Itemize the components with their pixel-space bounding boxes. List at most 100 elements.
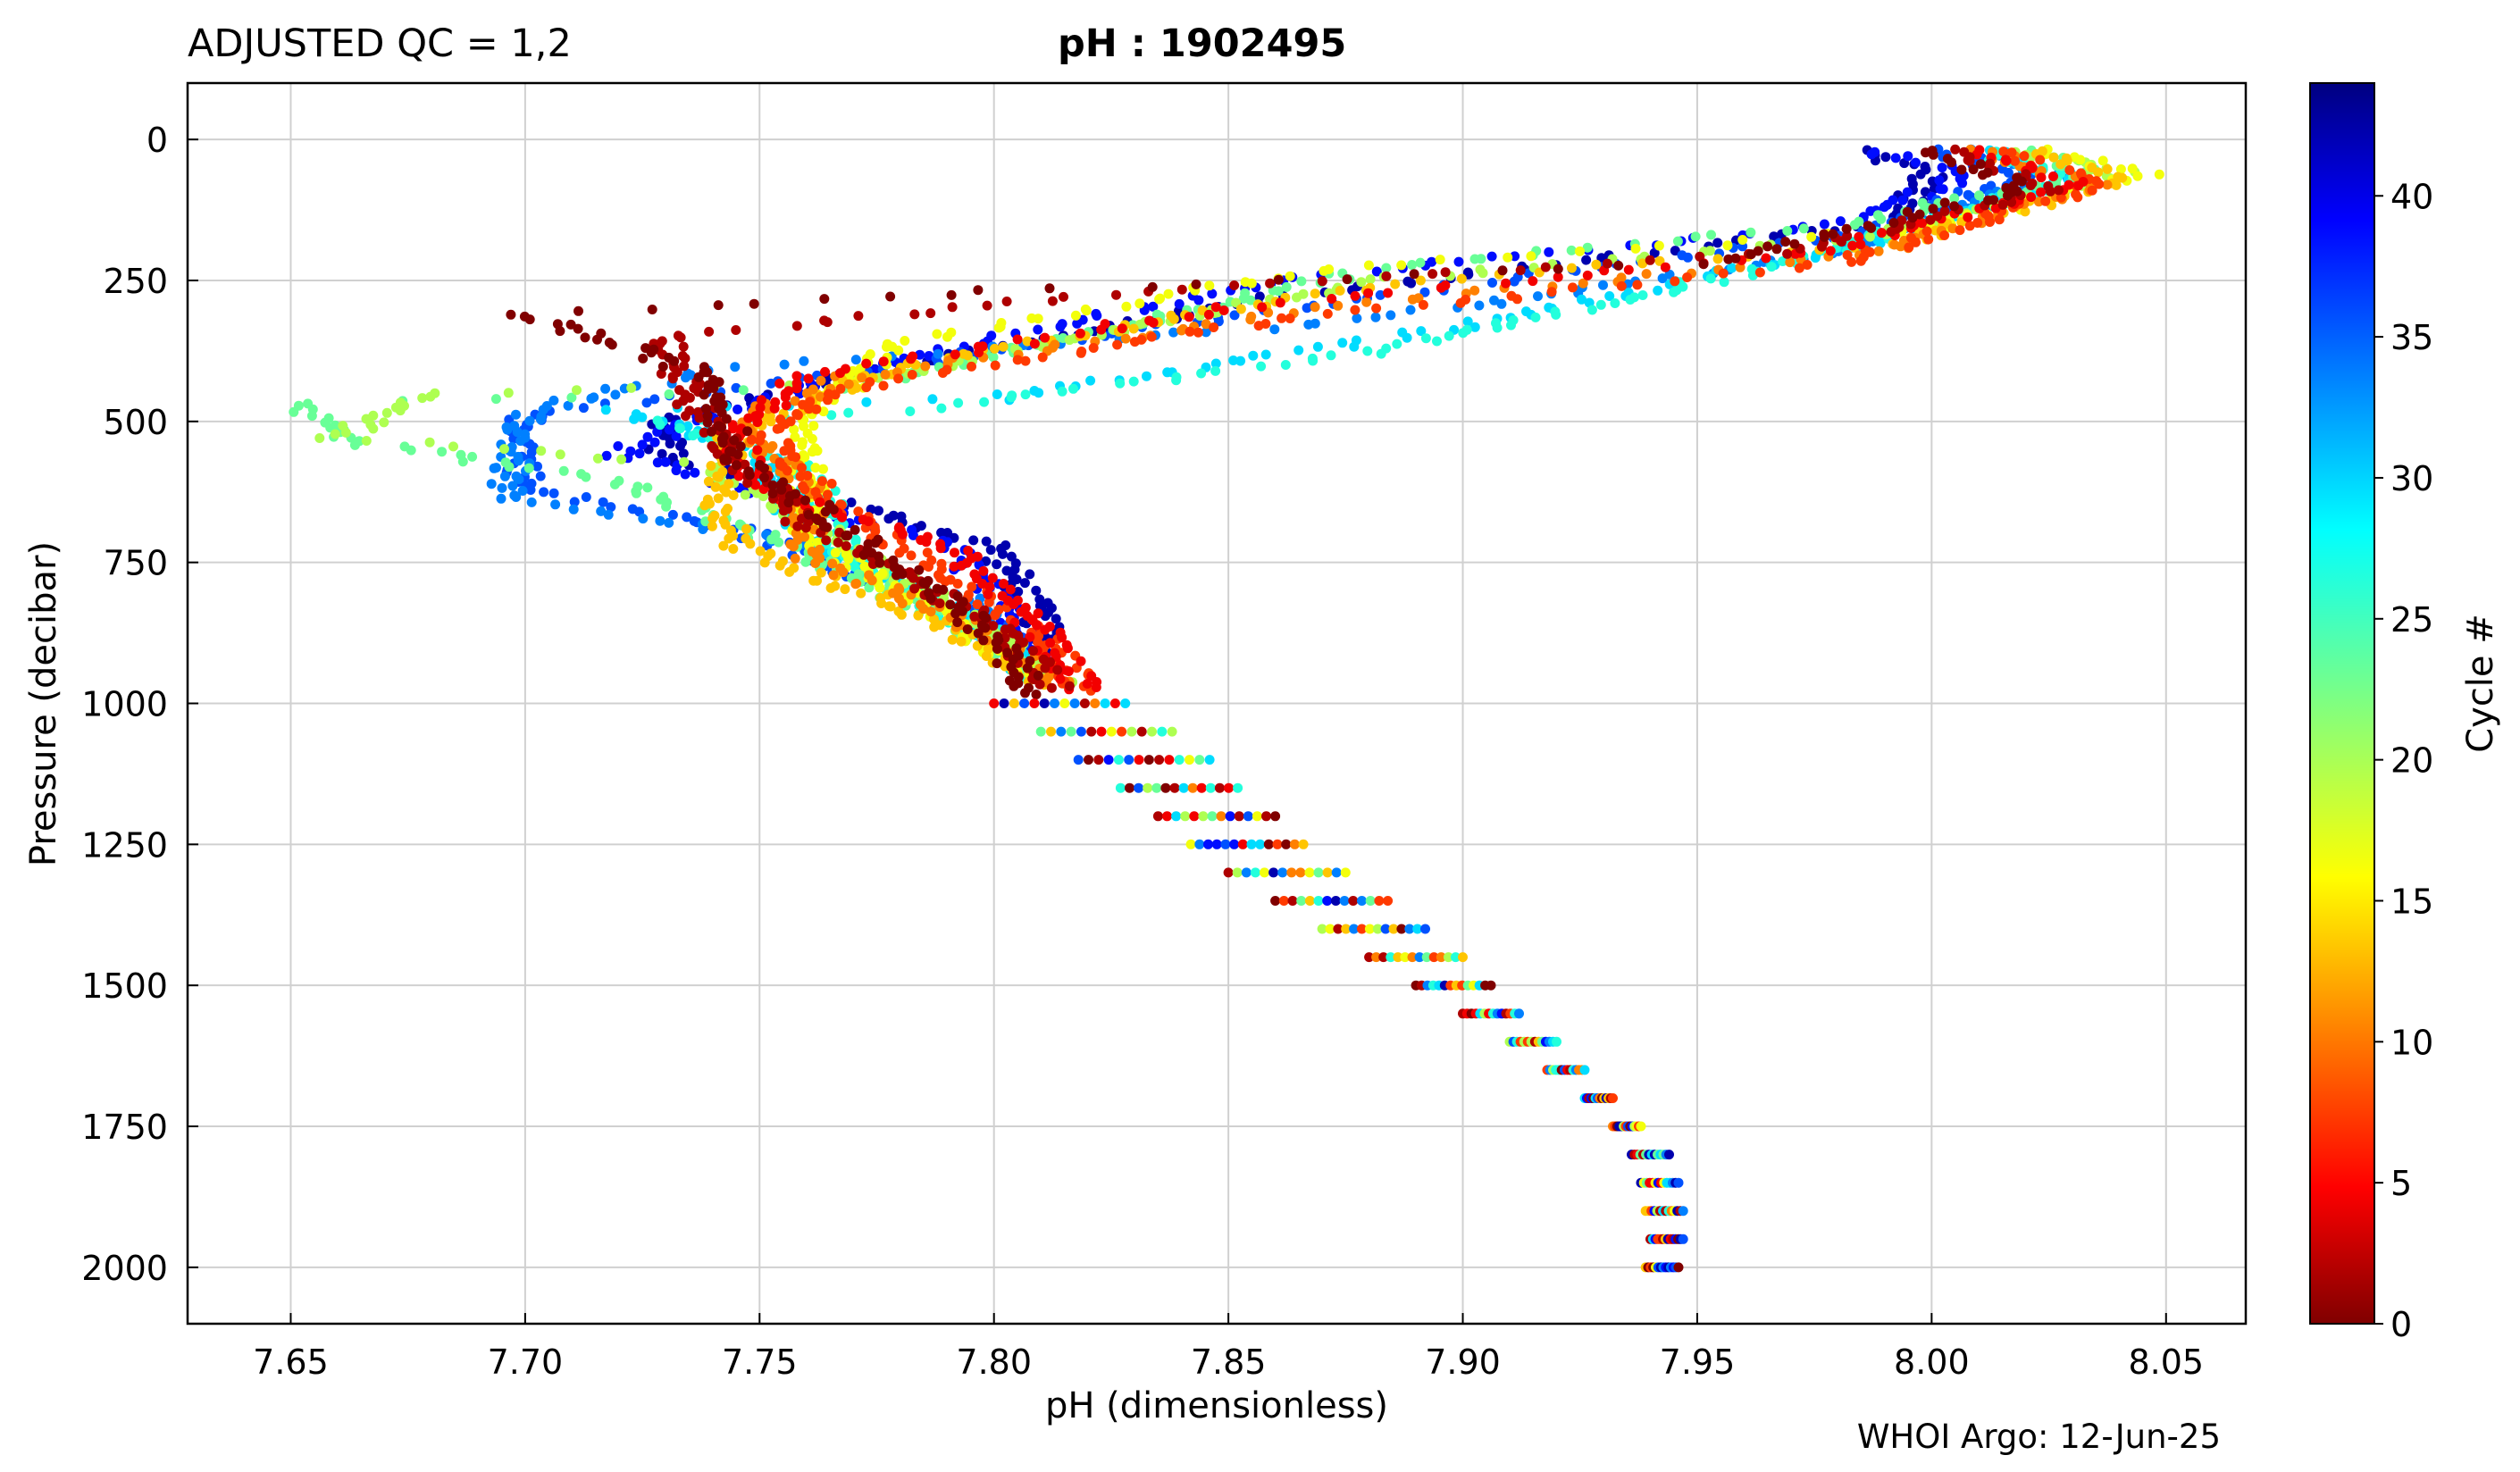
data-point — [1020, 389, 1031, 400]
data-point — [2055, 159, 2066, 170]
data-point — [1229, 839, 1240, 849]
data-point — [1866, 222, 1877, 233]
data-point — [752, 417, 763, 428]
data-point — [934, 598, 945, 608]
data-point — [1849, 220, 1860, 230]
data-point — [1730, 253, 1741, 263]
data-point — [973, 628, 984, 639]
data-point — [1296, 276, 1307, 287]
data-point — [1171, 375, 1182, 386]
data-point — [997, 548, 1008, 559]
data-point — [1364, 952, 1375, 963]
data-point — [1218, 305, 1229, 315]
data-point — [1335, 285, 1345, 296]
data-point — [1937, 163, 1947, 173]
data-point — [800, 495, 810, 506]
data-point — [1278, 896, 1289, 906]
data-point — [638, 514, 649, 524]
data-point — [1921, 226, 1932, 237]
data-point — [1469, 254, 1480, 264]
data-point — [499, 471, 510, 481]
data-point — [1673, 1262, 1684, 1273]
data-point — [1261, 811, 1271, 822]
data-point — [920, 579, 931, 590]
data-point — [850, 562, 860, 572]
data-point — [437, 447, 448, 457]
data-point — [974, 347, 984, 358]
data-point — [825, 582, 836, 593]
data-point — [1020, 688, 1030, 698]
data-point — [1949, 201, 1960, 212]
data-point — [1383, 896, 1394, 906]
data-point — [1019, 698, 1030, 708]
data-point — [797, 440, 808, 450]
data-point — [1223, 867, 1234, 878]
data-point — [1333, 924, 1344, 934]
data-point — [486, 479, 497, 489]
data-point — [1374, 896, 1385, 906]
data-point — [1045, 638, 1056, 648]
data-point — [1317, 276, 1327, 287]
data-point — [1406, 278, 1417, 289]
data-point — [909, 309, 920, 320]
data-point — [1654, 255, 1665, 266]
y-axis-label: Pressure (decibar) — [23, 541, 64, 866]
data-point — [548, 395, 559, 406]
data-point — [1070, 310, 1081, 321]
data-point — [1260, 349, 1271, 360]
data-point — [992, 559, 1002, 570]
data-point — [1670, 246, 1680, 256]
data-point — [803, 373, 814, 384]
data-point — [1938, 184, 1948, 195]
data-point — [779, 446, 790, 456]
x-tick-label: 7.90 — [1425, 1342, 1501, 1382]
data-point — [1771, 244, 1782, 255]
data-point — [1012, 334, 1023, 345]
data-point — [938, 584, 949, 595]
data-point — [925, 308, 936, 319]
data-point — [1386, 310, 1396, 321]
data-point — [679, 456, 690, 467]
y-tick-label: 500 — [103, 403, 168, 442]
data-point — [1312, 341, 1323, 352]
data-point — [535, 471, 546, 481]
data-point — [2003, 167, 2013, 178]
data-point — [2117, 172, 2128, 183]
data-point — [1778, 256, 1788, 266]
x-tick-label: 7.85 — [1191, 1342, 1267, 1382]
data-point — [1746, 249, 1756, 260]
data-point — [978, 565, 989, 576]
data-point — [1046, 726, 1056, 737]
data-point — [772, 423, 783, 434]
data-point — [808, 421, 819, 431]
data-point — [1458, 952, 1468, 963]
data-point — [1653, 285, 1663, 296]
data-point — [1013, 587, 1024, 597]
data-point — [406, 445, 416, 456]
data-point — [878, 356, 889, 367]
data-point — [555, 326, 565, 337]
data-point — [784, 566, 795, 577]
data-point — [667, 373, 678, 384]
data-point — [1250, 867, 1260, 878]
data-point — [514, 474, 524, 484]
data-point — [1348, 896, 1359, 906]
data-point — [1855, 239, 1866, 250]
data-point — [1393, 952, 1403, 963]
data-point — [1308, 355, 1319, 366]
data-point — [742, 426, 753, 437]
data-point — [1115, 378, 1126, 389]
data-point — [1356, 277, 1367, 288]
data-point — [972, 599, 983, 610]
data-point — [962, 350, 973, 361]
data-point — [841, 540, 851, 551]
data-point — [1746, 227, 1756, 238]
data-point — [1381, 271, 1392, 281]
data-point — [1419, 287, 1430, 297]
colorbar-ticks: 0 5 10 15 20 25 30 35 40 — [2374, 177, 2433, 1344]
data-point — [1363, 260, 1374, 271]
data-point — [1109, 698, 1120, 708]
data-point — [857, 372, 867, 383]
data-point — [1263, 839, 1274, 849]
data-point — [863, 516, 874, 527]
